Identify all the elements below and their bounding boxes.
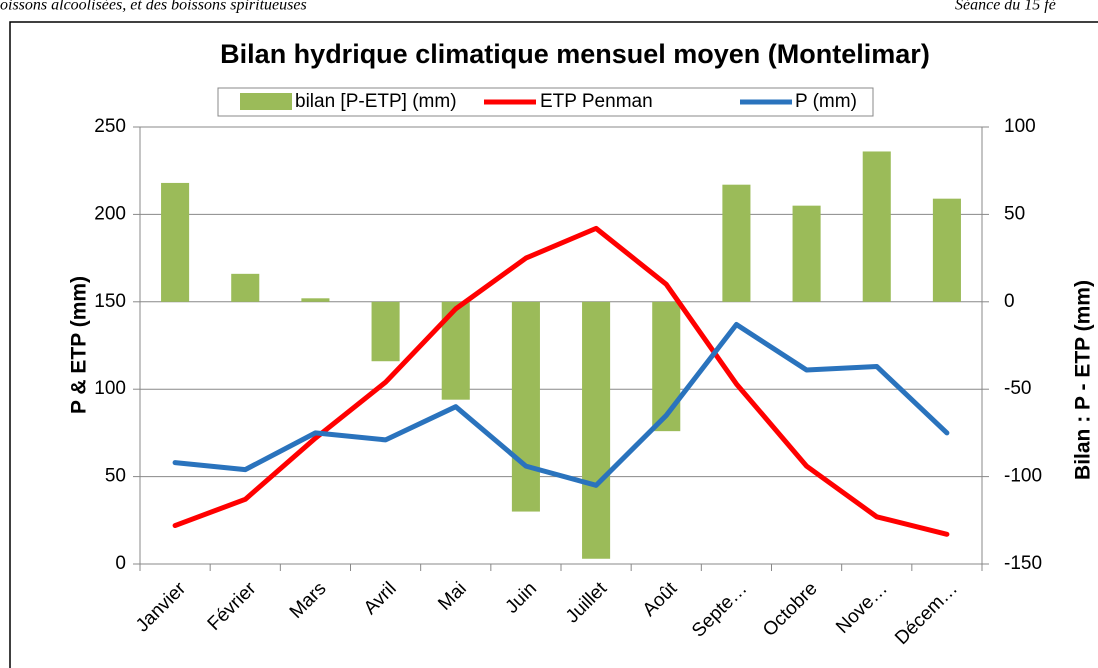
bar: [582, 301, 611, 559]
y2-tick-label: 0: [1004, 291, 1015, 312]
legend-label: bilan [P-ETP] (mm): [295, 91, 457, 112]
bar: [301, 298, 330, 302]
y-tick-label: 50: [105, 466, 126, 487]
legend-label: ETP Penman: [540, 91, 653, 112]
legend-swatch: [240, 93, 292, 110]
y-tick-label: 150: [94, 291, 126, 312]
y2-tick-label: 50: [1004, 203, 1025, 224]
y-tick-label: 100: [94, 378, 126, 399]
bar: [792, 205, 821, 302]
bar: [932, 198, 961, 302]
chart-frame: [9, 21, 1098, 668]
line-series: [172, 322, 950, 488]
legend-label: P (mm): [795, 91, 857, 112]
y-tick-label: 200: [94, 203, 126, 224]
y2-tick-label: 100: [1004, 116, 1036, 137]
header-right: Séance du 15 fé: [955, 0, 1057, 14]
y-axis-title: P & ETP (mm): [68, 276, 91, 414]
line-series: [172, 225, 950, 537]
bar: [231, 273, 260, 302]
y2-tick-label: -100: [1004, 466, 1042, 487]
y2-tick-label: -50: [1004, 378, 1031, 399]
bar: [862, 151, 891, 302]
y2-axis-title: Bilan : P - ETP (mm): [1072, 280, 1095, 480]
header-left: oissons alcoolisées, et des boissons spi…: [0, 0, 307, 14]
chart-title: Bilan hydrique climatique mensuel moyen …: [220, 39, 930, 69]
bar: [161, 182, 190, 302]
bar: [722, 184, 751, 302]
y-tick-label: 0: [115, 553, 126, 574]
bar: [652, 301, 681, 432]
y-tick-label: 250: [94, 116, 126, 137]
bar: [511, 301, 540, 512]
bar: [371, 301, 400, 362]
y2-tick-label: -150: [1004, 553, 1042, 574]
